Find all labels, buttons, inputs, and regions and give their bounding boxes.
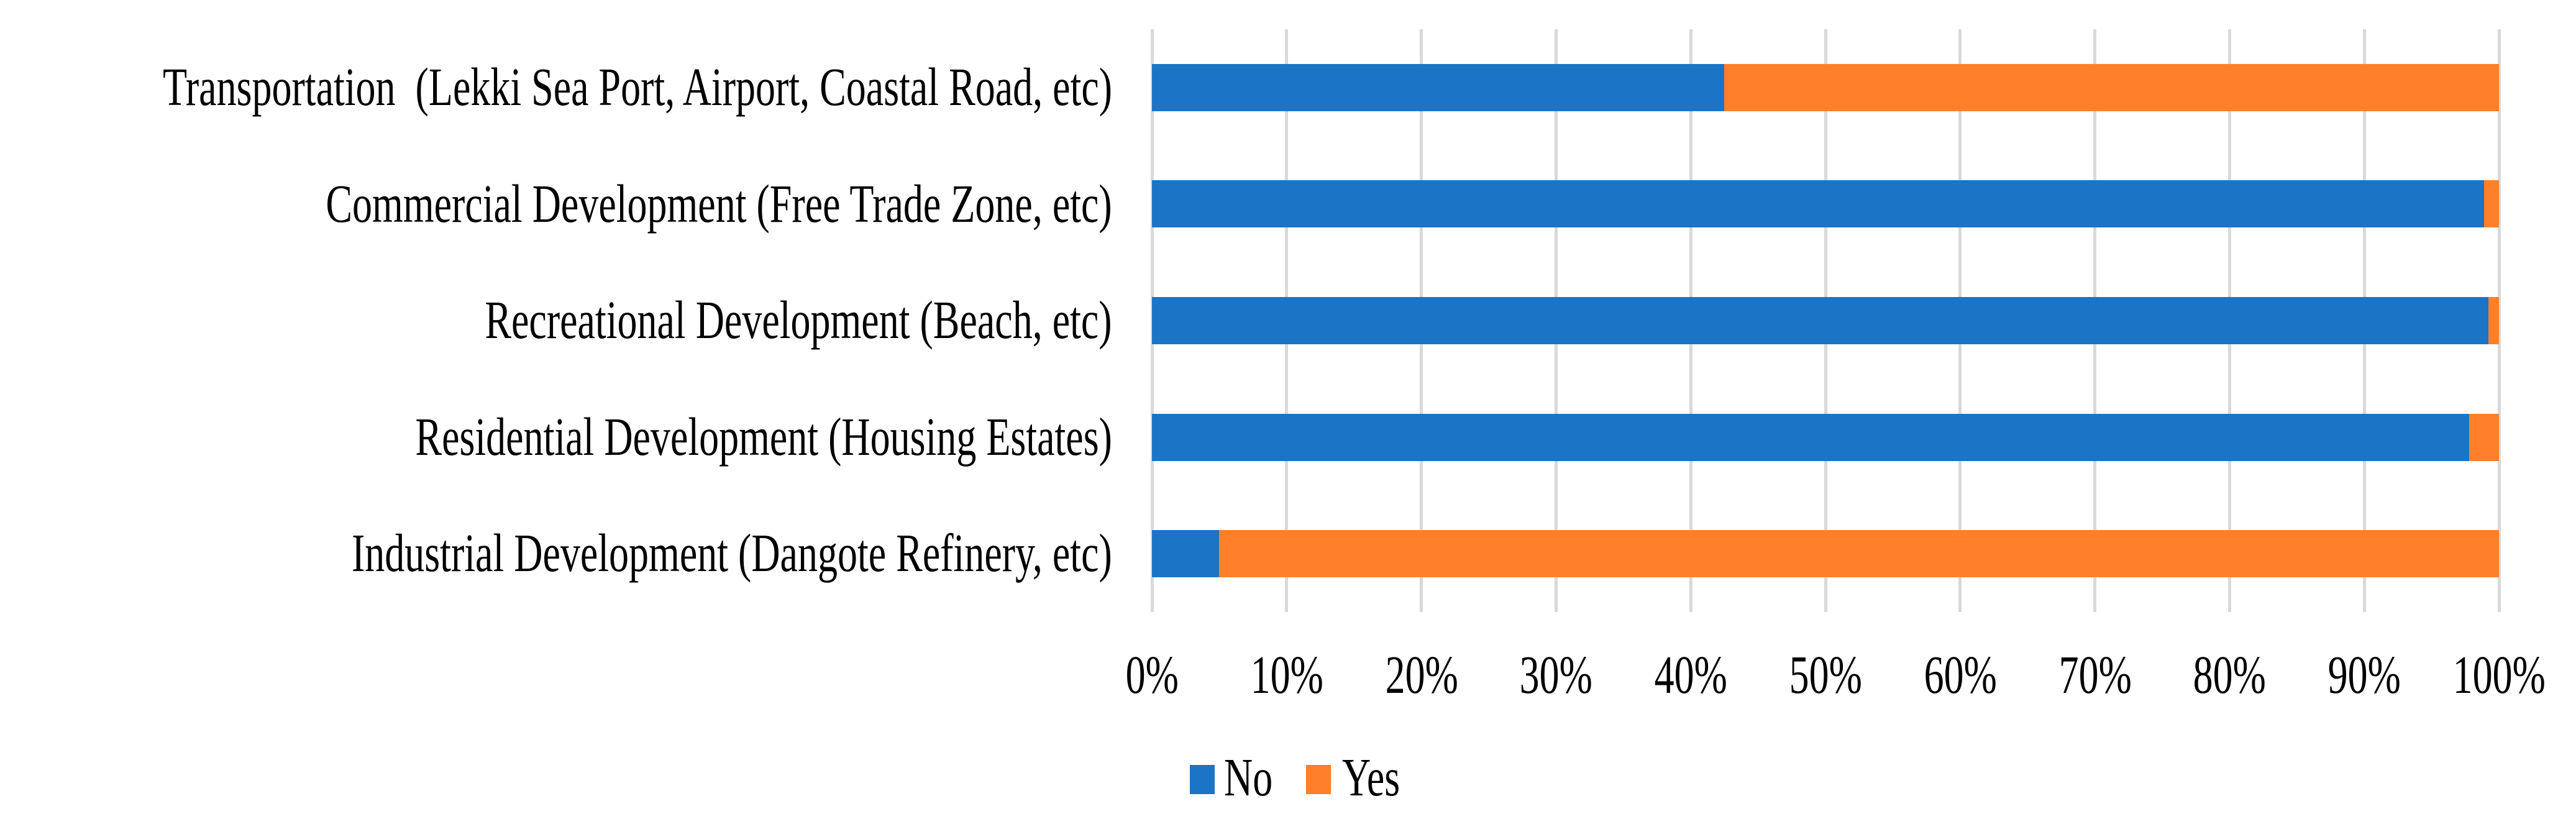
- bar-segment-yes: [1219, 530, 2499, 578]
- bar-segment-yes: [1724, 63, 2499, 111]
- bar-segment-no: [1152, 413, 2470, 461]
- legend-label-no: No: [1224, 748, 1273, 808]
- legend-swatch-no: [1190, 765, 1215, 794]
- bar-segment-no: [1152, 180, 2485, 228]
- x-axis-tick-label: 70%: [2058, 646, 2132, 705]
- x-axis-tick-label: 80%: [2193, 646, 2266, 705]
- x-axis-tick-label: 90%: [2327, 646, 2401, 705]
- x-axis-tick-label: 50%: [1789, 646, 1862, 705]
- category-label-recreational: Recreational Development (Beach, etc): [485, 291, 1112, 350]
- bar-segment-no: [1152, 530, 1220, 578]
- x-axis-tick-label: 30%: [1519, 646, 1592, 705]
- x-axis-tick-label: 40%: [1654, 646, 1727, 705]
- bar-segment-yes: [2484, 180, 2499, 228]
- gridline: [2497, 29, 2501, 612]
- x-axis-tick-label: 20%: [1385, 646, 1458, 705]
- bar-segment-yes: [2488, 297, 2499, 344]
- bar-segment-no: [1152, 63, 1725, 111]
- category-label-transportation: Transportation (Lekki Sea Port, Airport,…: [162, 58, 1112, 117]
- bar-row: [1152, 63, 2499, 111]
- x-axis-tick-label: 10%: [1250, 646, 1323, 705]
- bar-row: [1152, 180, 2499, 228]
- x-axis-tick-label: 60%: [1924, 646, 1997, 705]
- x-axis-tick-label: 0%: [1125, 646, 1179, 705]
- bar-segment-no: [1152, 297, 2488, 344]
- category-label-industrial: Industrial Development (Dangote Refinery…: [352, 524, 1112, 583]
- legend-swatch-yes: [1306, 765, 1331, 794]
- bar-row: [1152, 530, 2499, 578]
- category-label-commercial: Commercial Development (Free Trade Zone,…: [326, 175, 1112, 234]
- x-axis-tick-label: 100%: [2452, 646, 2546, 705]
- legend-label-yes: Yes: [1342, 748, 1400, 808]
- bar-segment-yes: [2469, 413, 2499, 461]
- category-label-residential: Residential Development (Housing Estates…: [415, 408, 1112, 467]
- bar-row: [1152, 413, 2499, 461]
- bar-row: [1152, 297, 2499, 344]
